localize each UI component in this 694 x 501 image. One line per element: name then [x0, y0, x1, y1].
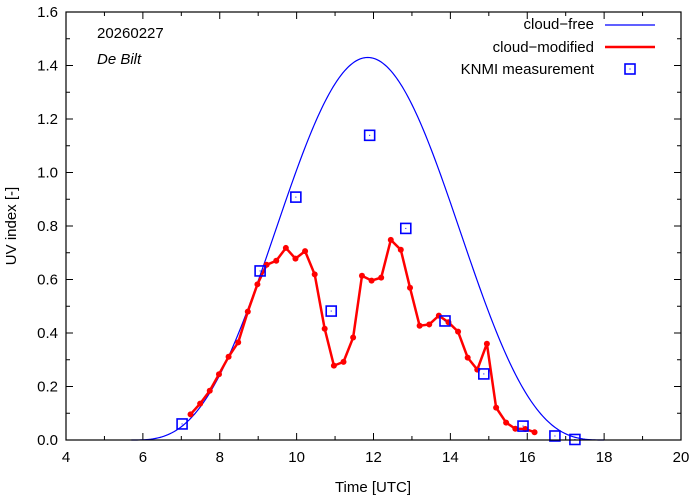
cloud-modified-point — [531, 429, 538, 436]
knmi-marker-box — [254, 265, 266, 277]
knmi-marker-dot — [522, 425, 524, 427]
axis-ticks — [65, 11, 682, 441]
knmi-marker-box — [549, 430, 561, 442]
knmi-marker-box — [363, 129, 376, 142]
x-tick-label: 18 — [596, 449, 613, 466]
knmi-marker-dot — [554, 435, 556, 437]
x-tick-label: 14 — [442, 449, 459, 466]
cloud-modified-point — [464, 354, 471, 361]
y-tick-label: 0.8 — [37, 218, 58, 235]
knmi-measurement-point — [254, 265, 266, 277]
cloud-modified-point — [358, 272, 365, 279]
legend-swatch-dot — [629, 68, 631, 70]
cloud-modified-point — [368, 277, 375, 284]
cloud-modified-point — [340, 358, 347, 365]
cloud-modified-point — [225, 353, 232, 360]
y-tick-label: 1.2 — [37, 111, 58, 128]
plot-frame — [65, 11, 682, 441]
knmi-marker-box — [439, 315, 451, 327]
knmi-marker-box — [517, 420, 529, 432]
cloud-modified-point — [350, 334, 357, 341]
knmi-marker-box — [290, 191, 302, 203]
knmi-marker-box — [478, 368, 490, 380]
y-tick-label: 0.0 — [37, 432, 58, 449]
y-tick-label: 1.6 — [37, 4, 58, 21]
cloud-modified-point — [187, 411, 194, 418]
cloud-free-line — [131, 56, 605, 441]
x-tick-labels: 4 6 8 10 12 14 16 18 20 — [62, 449, 690, 466]
cloud-modified-point — [302, 248, 309, 255]
legend-label-cloud-modified: cloud−modified — [493, 39, 594, 56]
knmi-marker-box — [399, 222, 412, 235]
knmi-marker-dot — [444, 320, 446, 322]
y-tick-label: 0.6 — [37, 272, 58, 289]
x-axis-title: Time [UTC] — [335, 479, 411, 496]
knmi-marker-dot — [369, 134, 371, 136]
cloud-modified-point — [503, 419, 510, 426]
cloud-modified-point — [512, 425, 519, 432]
knmi-marker-box — [176, 418, 188, 430]
knmi-measurement-point — [176, 418, 188, 430]
cloud-modified-point — [387, 236, 394, 243]
legend-label-cloud-free: cloud−free — [524, 16, 594, 33]
y-tick-label: 0.2 — [37, 379, 58, 396]
cloud-modified-point — [407, 284, 414, 291]
knmi-marker-dot — [259, 270, 261, 272]
knmi-measurement-point — [517, 420, 529, 432]
x-tick-label: 8 — [216, 449, 224, 466]
cloud-modified-point — [235, 339, 242, 346]
knmi-measurement-point — [549, 430, 561, 442]
knmi-marker-dot — [483, 373, 485, 375]
cloud-modified-point — [292, 255, 299, 262]
x-tick-label: 4 — [62, 449, 70, 466]
cloud-modified-point — [215, 371, 222, 378]
x-tick-label: 20 — [673, 449, 690, 466]
station-annotation: De Bilt — [97, 51, 142, 68]
knmi-marker-dot — [330, 310, 332, 312]
cloud-modified-point — [273, 257, 280, 264]
cloud-modified-point — [321, 325, 328, 332]
knmi-measurement-point — [399, 222, 412, 235]
cloud-modified-point — [455, 328, 462, 335]
cloud-modified-point — [397, 246, 404, 253]
knmi-measurement-point — [439, 315, 451, 327]
cloud-modified-point — [378, 274, 385, 281]
legend: cloud−free cloud−modified KNMI measureme… — [461, 16, 655, 78]
x-tick-label: 12 — [365, 449, 382, 466]
knmi-measurement-point — [290, 191, 302, 203]
knmi-marker-dot — [295, 196, 297, 198]
cloud-modified-point — [493, 404, 500, 411]
cloud-modified-point — [416, 322, 423, 329]
y-tick-label: 0.4 — [37, 325, 58, 342]
cloud-modified-point — [311, 271, 318, 278]
y-tick-label: 1.4 — [37, 58, 58, 75]
cloud-modified-point — [244, 308, 251, 315]
cloud-modified-line — [189, 238, 535, 434]
x-tick-label: 6 — [139, 449, 147, 466]
y-tick-label: 1.0 — [37, 165, 58, 182]
knmi-marker-box — [325, 305, 338, 317]
knmi-marker-dot — [181, 423, 183, 425]
knmi-measurement-point — [363, 129, 376, 142]
y-tick-labels: 0.0 0.2 0.4 0.6 0.8 1.0 1.2 1.4 1.6 — [37, 4, 58, 449]
x-tick-label: 16 — [519, 449, 536, 466]
legend-swatch-knmi-measurement — [624, 63, 636, 75]
y-axis-title: UV index [-] — [3, 187, 20, 265]
cloud-modified-point — [282, 244, 289, 251]
cloud-modified-point — [197, 400, 204, 407]
x-tick-label: 10 — [288, 449, 305, 466]
cloud-modified-point — [206, 387, 213, 394]
series-layer — [131, 56, 605, 446]
legend-label-knmi-measurement: KNMI measurement — [461, 61, 595, 78]
date-annotation: 20260227 — [97, 25, 164, 42]
cloud-modified-point — [254, 281, 261, 288]
cloud-modified-point — [426, 321, 433, 328]
knmi-marker-dot — [405, 227, 407, 229]
knmi-measurement-point — [325, 305, 338, 317]
cloud-modified-point — [483, 340, 490, 347]
cloud-modified-point — [330, 362, 337, 369]
knmi-measurement-point — [478, 368, 490, 380]
